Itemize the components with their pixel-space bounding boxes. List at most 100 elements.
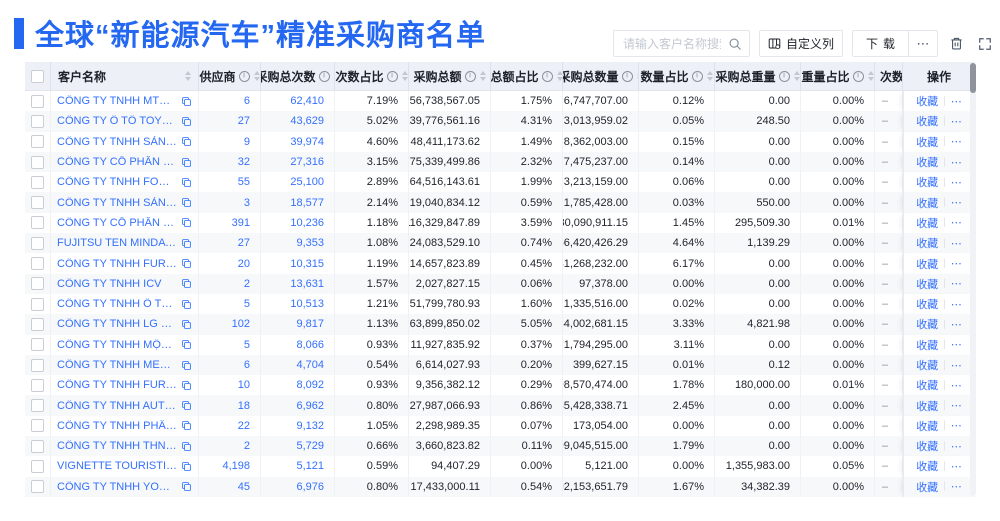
- info-icon[interactable]: [541, 70, 553, 82]
- row-more-button[interactable]: ⋯: [950, 460, 963, 473]
- row-more-button[interactable]: ⋯: [950, 197, 963, 210]
- company-name-link[interactable]: VIGNETTE TOURISTIQUE G UNI...: [57, 460, 177, 473]
- company-name-link[interactable]: CÔNG TY TNHH MỘT THÀNH V...: [57, 338, 177, 351]
- favorite-button[interactable]: 收藏: [916, 481, 939, 494]
- copy-icon[interactable]: [181, 360, 192, 371]
- column-header-amount[interactable]: 采购总额: [409, 62, 491, 90]
- company-name-link[interactable]: CÔNG TY TNHH SẢN XUẤT VÀ ...: [57, 196, 177, 209]
- favorite-button[interactable]: 收藏: [916, 197, 939, 210]
- column-header-count[interactable]: 采购总次数: [261, 62, 335, 90]
- copy-icon[interactable]: [181, 258, 192, 269]
- copy-icon[interactable]: [181, 116, 192, 127]
- copy-icon[interactable]: [181, 481, 192, 492]
- company-name-link[interactable]: CÔNG TY TNHH FURUKAWA A...: [57, 257, 177, 270]
- row-checkbox[interactable]: [31, 378, 44, 392]
- info-icon[interactable]: [778, 70, 790, 82]
- copy-icon[interactable]: [181, 197, 192, 208]
- row-checkbox[interactable]: [31, 338, 44, 352]
- info-icon[interactable]: [621, 70, 633, 82]
- column-header-supplier[interactable]: 供应商: [199, 62, 261, 90]
- row-more-button[interactable]: ⋯: [950, 176, 963, 189]
- row-checkbox[interactable]: [31, 419, 44, 433]
- row-checkbox[interactable]: [31, 257, 44, 271]
- company-name-link[interactable]: CÔNG TY TNHH YOKOWO VIỆT...: [57, 480, 177, 493]
- row-more-button[interactable]: ⋯: [950, 156, 963, 169]
- search-icon[interactable]: [728, 37, 742, 51]
- row-more-button[interactable]: ⋯: [950, 339, 963, 352]
- sort-icon[interactable]: [185, 71, 191, 81]
- row-more-button[interactable]: ⋯: [950, 115, 963, 128]
- column-header-name[interactable]: 客户名称: [51, 62, 199, 90]
- row-checkbox[interactable]: [31, 399, 44, 413]
- row-more-button[interactable]: ⋯: [950, 278, 963, 291]
- column-header-weight_pct[interactable]: 重量占比: [801, 62, 875, 90]
- copy-icon[interactable]: [181, 177, 192, 188]
- row-more-button[interactable]: ⋯: [950, 217, 963, 230]
- sort-icon[interactable]: [636, 71, 638, 81]
- company-name-link[interactable]: CÔNG TY TNHH MERCEDES–B...: [57, 359, 177, 371]
- company-name-link[interactable]: CÔNG TY TNHH ICV: [57, 277, 162, 290]
- favorite-button[interactable]: 收藏: [916, 157, 939, 170]
- row-more-button[interactable]: ⋯: [950, 298, 963, 311]
- search-box[interactable]: [613, 30, 750, 57]
- sort-icon[interactable]: [333, 71, 334, 81]
- sort-icon[interactable]: [793, 71, 800, 81]
- copy-icon[interactable]: [181, 319, 192, 330]
- row-checkbox[interactable]: [31, 94, 44, 108]
- company-name-link[interactable]: CÔNG TY Ô TÔ TOYOTA VIỆT ...: [57, 115, 177, 128]
- row-more-button[interactable]: ⋯: [950, 237, 963, 250]
- favorite-button[interactable]: 收藏: [916, 339, 939, 352]
- favorite-button[interactable]: 收藏: [916, 177, 939, 190]
- company-name-link[interactable]: CÔNG TY TNHH FURUKAWA A...: [57, 379, 177, 392]
- row-checkbox[interactable]: [31, 297, 44, 311]
- company-name-link[interactable]: CÔNG TY TNHH PHÂN PHỐI T...: [57, 419, 177, 432]
- company-name-link[interactable]: CÔNG TY TNHH MTV SẢN XUẤ...: [57, 95, 177, 108]
- row-more-button[interactable]: ⋯: [950, 481, 963, 494]
- delete-icon[interactable]: [947, 34, 966, 53]
- favorite-button[interactable]: 收藏: [916, 400, 939, 413]
- favorite-button[interactable]: 收藏: [916, 116, 939, 129]
- customize-columns-button[interactable]: 自定义列: [759, 30, 843, 57]
- favorite-button[interactable]: 收藏: [916, 360, 939, 372]
- sort-icon[interactable]: [401, 71, 408, 81]
- row-checkbox[interactable]: [31, 155, 44, 169]
- row-more-button[interactable]: ⋯: [950, 359, 963, 372]
- company-name-link[interactable]: FUJITSU TEN MINDA INDIA PVT...: [57, 237, 177, 250]
- copy-icon[interactable]: [181, 96, 192, 107]
- company-name-link[interactable]: CÔNG TY TNHH FORD VIỆT NAM: [57, 176, 177, 189]
- row-more-button[interactable]: ⋯: [950, 420, 963, 433]
- row-checkbox[interactable]: [31, 135, 44, 149]
- row-checkbox[interactable]: [31, 216, 44, 230]
- row-more-button[interactable]: ⋯: [950, 440, 963, 453]
- copy-icon[interactable]: [181, 157, 192, 168]
- copy-icon[interactable]: [181, 278, 192, 289]
- row-checkbox[interactable]: [31, 317, 44, 331]
- company-name-link[interactable]: CÔNG TY TNHH LG ELECTRON...: [57, 318, 177, 331]
- favorite-button[interactable]: 收藏: [916, 441, 939, 454]
- info-icon[interactable]: [386, 70, 398, 82]
- favorite-button[interactable]: 收藏: [916, 461, 939, 474]
- favorite-button[interactable]: 收藏: [916, 136, 939, 149]
- row-checkbox[interactable]: [31, 277, 44, 291]
- column-header-qty[interactable]: 采购总数量: [563, 62, 639, 90]
- company-name-link[interactable]: CÔNG TY TNHH AUTEL VIỆT N...: [57, 399, 177, 412]
- column-header-qty_pct[interactable]: 数量占比: [639, 62, 715, 90]
- column-header-weight[interactable]: 采购总重量: [715, 62, 801, 90]
- favorite-button[interactable]: 收藏: [916, 319, 939, 332]
- row-more-button[interactable]: ⋯: [950, 400, 963, 413]
- sort-icon[interactable]: [479, 71, 486, 81]
- copy-icon[interactable]: [181, 299, 192, 310]
- search-input[interactable]: [621, 35, 723, 52]
- company-name-link[interactable]: CÔNG TY TNHH THN AUTOPAR...: [57, 440, 177, 453]
- company-name-link[interactable]: CÔNG TY TNHH Ô TÔ MITSUBI...: [57, 298, 177, 311]
- row-checkbox[interactable]: [31, 236, 44, 250]
- row-more-button[interactable]: ⋯: [950, 136, 963, 149]
- column-header-count_pct[interactable]: 次数占比: [335, 62, 409, 90]
- company-name-link[interactable]: CÔNG TY CỔ PHẦN SẢN XUẤT...: [57, 156, 177, 169]
- info-icon[interactable]: [691, 70, 703, 82]
- company-name-link[interactable]: CÔNG TY CỔ PHẦN SẢN XUẤT...: [57, 216, 177, 229]
- copy-icon[interactable]: [181, 136, 192, 147]
- row-checkbox[interactable]: [31, 480, 44, 494]
- row-more-button[interactable]: ⋯: [950, 258, 963, 271]
- favorite-button[interactable]: 收藏: [916, 217, 939, 230]
